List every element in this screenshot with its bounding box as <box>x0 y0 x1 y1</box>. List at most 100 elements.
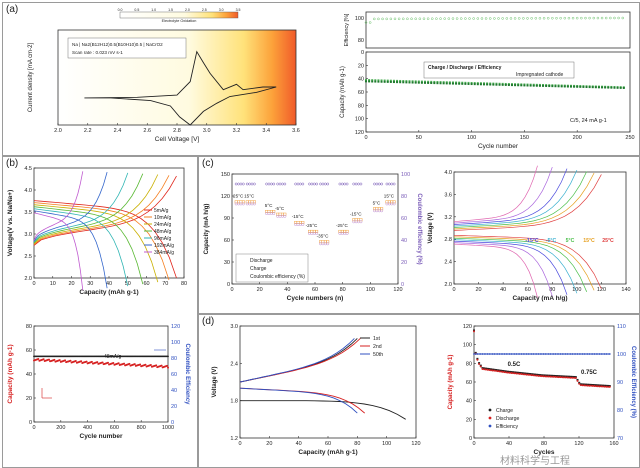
c1-temperature-label: 5°C <box>373 200 381 205</box>
c1-yaxis-right-label: Coulombic efficiency (%) <box>416 193 422 264</box>
d2-legend-marker <box>488 408 492 412</box>
c1-efficiency-point <box>319 182 322 186</box>
a2-charge-point <box>408 80 411 83</box>
c2-xtick-label: 60 <box>525 287 531 293</box>
d2-xtick-label: 0 <box>472 441 475 447</box>
d2-discharge-point <box>529 373 531 376</box>
c1-efficiency-point <box>253 182 256 186</box>
b1-ytick-label: 2.0 <box>24 276 32 282</box>
a2-efficiency-point <box>439 17 442 20</box>
d2-efficiency-point <box>547 353 550 355</box>
a2-charge-point <box>467 81 470 84</box>
d2-efficiency-point <box>546 353 548 355</box>
a2-ytick-label: 60 <box>358 90 364 96</box>
b1-legend-label: 10mA/g <box>154 215 171 221</box>
d2-discharge-point <box>527 373 530 376</box>
c1-efficiency-point <box>323 182 327 186</box>
a2-charge-point <box>389 79 392 82</box>
d2-efficiency-point <box>512 353 514 355</box>
c2-ytick-label: 2.0 <box>444 282 452 288</box>
d2-ytick-label: 60 <box>466 380 472 386</box>
d2-discharge-point <box>556 375 559 378</box>
a1-xtick-label: 3.6 <box>292 128 300 134</box>
d2-discharge-point <box>537 374 540 377</box>
a2-charge-point <box>464 81 467 84</box>
a2-efficiency-point <box>414 17 417 21</box>
c2-ytick-label: 3.6 <box>444 192 452 198</box>
d2-efficiency-point <box>549 353 552 355</box>
a2-discharge-point <box>411 81 414 84</box>
c1-temperature-label: -25°C <box>306 223 318 228</box>
b1-xtick-label: 0 <box>32 281 35 287</box>
a2-charge-point <box>458 81 461 84</box>
c1-discharge-point <box>326 242 330 246</box>
d2-efficiency-point <box>535 353 538 355</box>
watermark: 材料科学与工程 <box>500 456 570 467</box>
a2-charge-point <box>371 79 374 82</box>
b2-capacity-point <box>117 362 120 365</box>
c1-ytick-right-label: 80 <box>401 194 407 200</box>
c1-ytick-right-label: 100 <box>401 172 410 178</box>
d2-discharge-point <box>569 376 572 379</box>
d2-efficiency-point <box>581 353 584 355</box>
a2-efficiency-point <box>431 17 434 20</box>
d2-discharge-point <box>557 376 560 379</box>
b2-plot-frame <box>33 325 169 423</box>
c1-efficiency-point <box>301 182 305 186</box>
a2-charge-point <box>420 80 423 83</box>
b2-xtick-label: 0 <box>32 425 35 431</box>
b2-yaxis-right-label: Coulombic Efficiency <box>184 343 190 405</box>
d1-ytick-label: 1.2 <box>230 436 238 442</box>
c1-efficiency-point <box>373 182 376 186</box>
a2-discharge-point <box>507 84 510 87</box>
d1-yaxis-label: Voltage (V) <box>212 367 218 398</box>
b2-capacity-point <box>128 362 131 365</box>
d2-discharge-point <box>573 376 576 379</box>
d1-discharge-curve-50th <box>239 387 358 414</box>
b2-ytick-right-label: 40 <box>171 388 177 394</box>
d2-efficiency-point <box>540 353 543 355</box>
b1-discharge-curve-96mA/g <box>33 208 129 287</box>
d2-efficiency-point <box>495 353 497 355</box>
a1-colorbar-tick: 1.0 <box>151 8 156 12</box>
d2-xtick-label: 120 <box>574 441 583 447</box>
d2-efficiency-point <box>573 353 576 355</box>
d2-discharge-point <box>481 368 484 371</box>
d1-legend-label: 1st <box>373 336 380 342</box>
c1-efficiency-point <box>357 182 360 186</box>
panel-label-b: (b) <box>6 158 19 169</box>
c1-efficiency-point <box>239 182 243 186</box>
d2-discharge-point <box>506 371 509 374</box>
c1-discharge-point <box>272 212 276 215</box>
c1-efficiency-point <box>326 182 330 186</box>
b1-xtick-label: 30 <box>87 281 93 287</box>
b2-ytick-label: 80 <box>26 324 32 330</box>
b2-efficiency-point <box>167 355 169 358</box>
d2-discharge-point <box>491 369 494 372</box>
d2-efficiency-point <box>517 353 520 355</box>
d2-ytick-label: 20 <box>466 417 472 423</box>
a2-efficiency-point <box>476 17 480 20</box>
b1-legend-label: 5mA/g <box>154 208 169 214</box>
a2-discharge-point <box>489 83 492 86</box>
c2-xtick-label: 0 <box>452 287 455 293</box>
a2-discharge-point <box>473 83 476 86</box>
d1-discharge-curve-1st <box>240 400 406 420</box>
b1-ytick-label: 4.0 <box>24 188 32 194</box>
d2-discharge-point <box>595 385 598 388</box>
c1-charge-point <box>241 200 245 204</box>
c1-charge-point <box>252 200 256 204</box>
b1-ytick-label: 3.5 <box>24 210 32 216</box>
c2-discharge-curve--5°C <box>453 239 578 294</box>
c2-ytick-label: 2.8 <box>444 237 452 243</box>
c1-efficiency-point <box>250 182 254 186</box>
b2-capacity-point <box>133 363 136 366</box>
d2-discharge-point <box>545 375 548 378</box>
c1-temperature-label: 5°C <box>265 203 273 208</box>
b1-legend-label: 48mA/g <box>154 229 171 235</box>
d2-discharge-point <box>578 382 581 385</box>
c2-charge-curve-5°C <box>453 171 588 228</box>
b1-charge-curve-48mA/g <box>33 173 144 244</box>
d2-discharge-point <box>571 376 574 379</box>
a2-discharge-point <box>451 82 454 85</box>
